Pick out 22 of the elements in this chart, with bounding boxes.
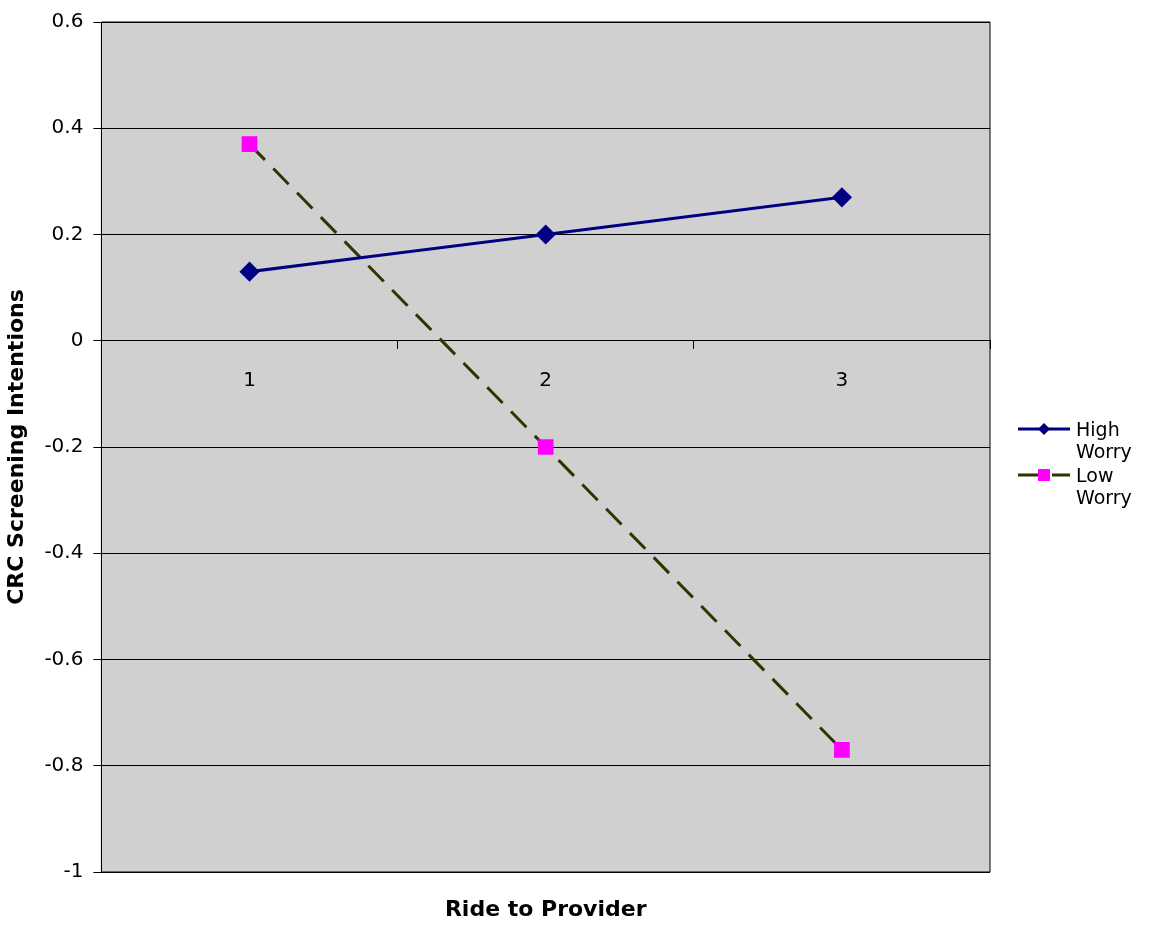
point bbox=[241, 136, 258, 153]
y-tick-label: 0 bbox=[70, 326, 84, 351]
y-tick-label: -1 bbox=[63, 858, 84, 883]
y-axis-title: CRC Screening Intentions bbox=[2, 289, 28, 605]
y-tick-label: 0.2 bbox=[51, 220, 84, 245]
point bbox=[240, 262, 260, 282]
legend-label: High Worry bbox=[1076, 418, 1133, 462]
x-tick-label: 3 bbox=[835, 366, 849, 391]
point bbox=[832, 187, 852, 207]
point bbox=[834, 741, 850, 758]
point bbox=[537, 439, 554, 455]
y-tick-label: 0.4 bbox=[51, 114, 84, 139]
y-tick-label: -0.6 bbox=[44, 645, 84, 670]
x-axis-title: Ride to Provider bbox=[444, 895, 647, 921]
y-tick-label: -0.8 bbox=[44, 751, 84, 776]
y-tick-label: -0.4 bbox=[44, 539, 84, 564]
y-tick-label: 0.6 bbox=[51, 8, 84, 33]
point bbox=[536, 225, 556, 244]
y-tick-label: -0.2 bbox=[44, 433, 84, 458]
x-tick-label: 1 bbox=[243, 366, 256, 391]
legend-label: Low Worry bbox=[1076, 464, 1133, 508]
x-tick-label: 2 bbox=[539, 366, 553, 391]
